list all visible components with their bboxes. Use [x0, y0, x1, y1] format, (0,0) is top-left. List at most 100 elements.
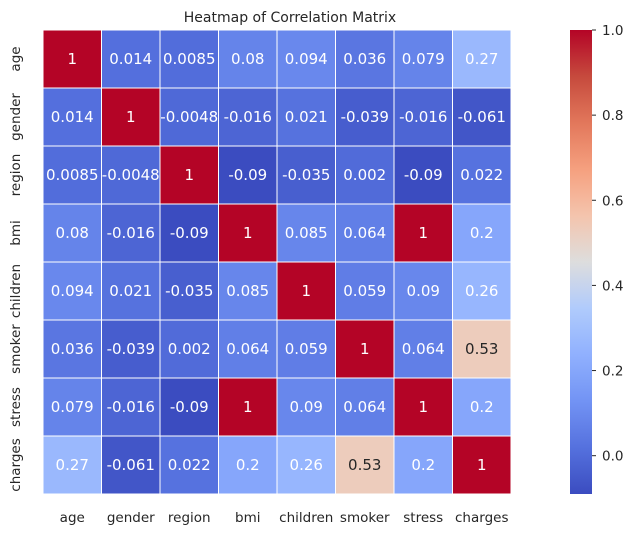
- heatmap-cell: [452, 145, 512, 205]
- heatmap-cell-label: -0.09: [170, 224, 209, 242]
- heatmap-cell-label: 1: [243, 224, 253, 242]
- heatmap-cell-label: 0.079: [51, 398, 94, 416]
- heatmap-cell-label: -0.09: [228, 166, 267, 184]
- heatmap-cell: [276, 261, 336, 321]
- heatmap-cell: [452, 435, 512, 495]
- heatmap-cell: [42, 145, 102, 205]
- heatmap-cell-label: 0.27: [465, 50, 498, 68]
- heatmap-cell: [159, 145, 219, 205]
- heatmap-cell-label: 1: [243, 398, 253, 416]
- heatmap-cell-label: 1: [418, 224, 428, 242]
- y-tick-label: bmi: [8, 220, 24, 245]
- y-tick-label: age: [8, 46, 24, 71]
- heatmap-cell-label: -0.016: [224, 108, 272, 126]
- heatmap-cell: [159, 319, 219, 379]
- heatmap-cell: [101, 145, 161, 205]
- heatmap-cell-label: 0.014: [109, 50, 152, 68]
- heatmap-cell-label: 0.079: [402, 50, 445, 68]
- x-tick-label: stress: [403, 510, 443, 526]
- colorbar-tick-label: 0.4: [602, 278, 623, 294]
- heatmap-cell-label: 0.085: [285, 224, 328, 242]
- heatmap-cell-label: 0.036: [343, 50, 386, 68]
- heatmap-cell: [276, 145, 336, 205]
- heatmap-cell-label: 0.094: [51, 282, 94, 300]
- x-tick-label: region: [168, 510, 211, 526]
- heatmap-cell-label: 0.064: [343, 224, 386, 242]
- heatmap-cell-label: 0.021: [109, 282, 152, 300]
- heatmap-cell: [393, 377, 453, 437]
- heatmap-cell-label: 0.09: [407, 282, 440, 300]
- heatmap-cell: [393, 261, 453, 321]
- heatmap-cell-label: 0.085: [226, 282, 269, 300]
- heatmap-cell: [218, 203, 278, 263]
- heatmap-cell: [159, 203, 219, 263]
- heatmap-cell-label: 0.064: [402, 340, 445, 358]
- heatmap-cell: [101, 29, 161, 89]
- heatmap-cell-label: 0.022: [168, 456, 211, 474]
- heatmap-cell-label: 0.0085: [46, 166, 99, 184]
- y-tick-label: children: [8, 264, 24, 318]
- colorbar: 0.0 0.2 0.4 0.6 0.8 1.0: [570, 23, 623, 494]
- heatmap-cell: [276, 319, 336, 379]
- y-tick-label: charges: [8, 438, 24, 491]
- y-tick-label: stress: [8, 387, 24, 427]
- chart-title: Heatmap of Correlation Matrix: [184, 10, 396, 26]
- heatmap-cell: [335, 377, 395, 437]
- x-tick-label: children: [279, 510, 333, 526]
- heatmap-cell-label: 0.53: [465, 340, 498, 358]
- heatmap-cell-label: 0.059: [343, 282, 386, 300]
- heatmap-cell: [335, 29, 395, 89]
- colorbar-bar: [570, 30, 592, 494]
- heatmap-cell-label: -0.016: [107, 224, 155, 242]
- heatmap-cell: [218, 87, 278, 147]
- heatmap-cell-label: 0.08: [56, 224, 89, 242]
- heatmap-cell-label: 0.2: [470, 398, 494, 416]
- heatmap-cell-label: -0.0048: [102, 166, 160, 184]
- heatmap-cell-label: 0.27: [56, 456, 89, 474]
- heatmap-cell: [159, 377, 219, 437]
- heatmap-cell: [159, 29, 219, 89]
- heatmap-cell-label: 0.002: [343, 166, 386, 184]
- heatmap-cell: [101, 87, 161, 147]
- heatmap-cell: [452, 319, 512, 379]
- colorbar-tick-label: 0.2: [602, 364, 623, 380]
- heatmap-cell-label: -0.016: [107, 398, 155, 416]
- heatmap-cell-label: 0.2: [411, 456, 435, 474]
- heatmap-cell: [393, 203, 453, 263]
- heatmap-cell-label: -0.061: [458, 108, 506, 126]
- heatmap-cell-label: 0.09: [290, 398, 323, 416]
- y-tick-label: region: [8, 154, 24, 197]
- y-tick-label: smoker: [8, 324, 24, 374]
- heatmap-cell: [335, 319, 395, 379]
- heatmap-cell-label: 1: [301, 282, 311, 300]
- colorbar-tick-label: 0.0: [602, 449, 623, 465]
- heatmap-cell: [393, 319, 453, 379]
- heatmap-cell: [452, 377, 512, 437]
- x-tick-label: gender: [107, 510, 155, 526]
- heatmap-cell-label: 1: [360, 340, 370, 358]
- heatmap-cell-label: 1: [184, 166, 194, 184]
- heatmap-cell-label: 0.26: [465, 282, 498, 300]
- heatmap-cell-label: -0.035: [282, 166, 330, 184]
- heatmap-cell: [218, 145, 278, 205]
- heatmap-cell: [393, 145, 453, 205]
- heatmap-cell: [276, 203, 336, 263]
- x-tick-label: age: [60, 510, 85, 526]
- colorbar-tick-label: 0.8: [602, 108, 623, 124]
- heatmap-cell-label: 0.021: [285, 108, 328, 126]
- heatmap-cell: [335, 145, 395, 205]
- heatmap-cell: [218, 435, 278, 495]
- heatmap-cell-label: 0.022: [460, 166, 503, 184]
- heatmap-cell-label: 0.2: [236, 456, 260, 474]
- heatmap-cell-label: 0.08: [231, 50, 264, 68]
- heatmap-cell-label: -0.039: [341, 108, 389, 126]
- heatmap-cell-label: 1: [67, 50, 77, 68]
- heatmap-cell-label: -0.0048: [160, 108, 218, 126]
- heatmap-cell-label: 0.53: [348, 456, 381, 474]
- x-tick-label: bmi: [235, 510, 260, 526]
- heatmap-cell: [276, 435, 336, 495]
- heatmap-cell: [452, 29, 512, 89]
- heatmap-cell: [42, 377, 102, 437]
- heatmap-cell-label: 0.002: [168, 340, 211, 358]
